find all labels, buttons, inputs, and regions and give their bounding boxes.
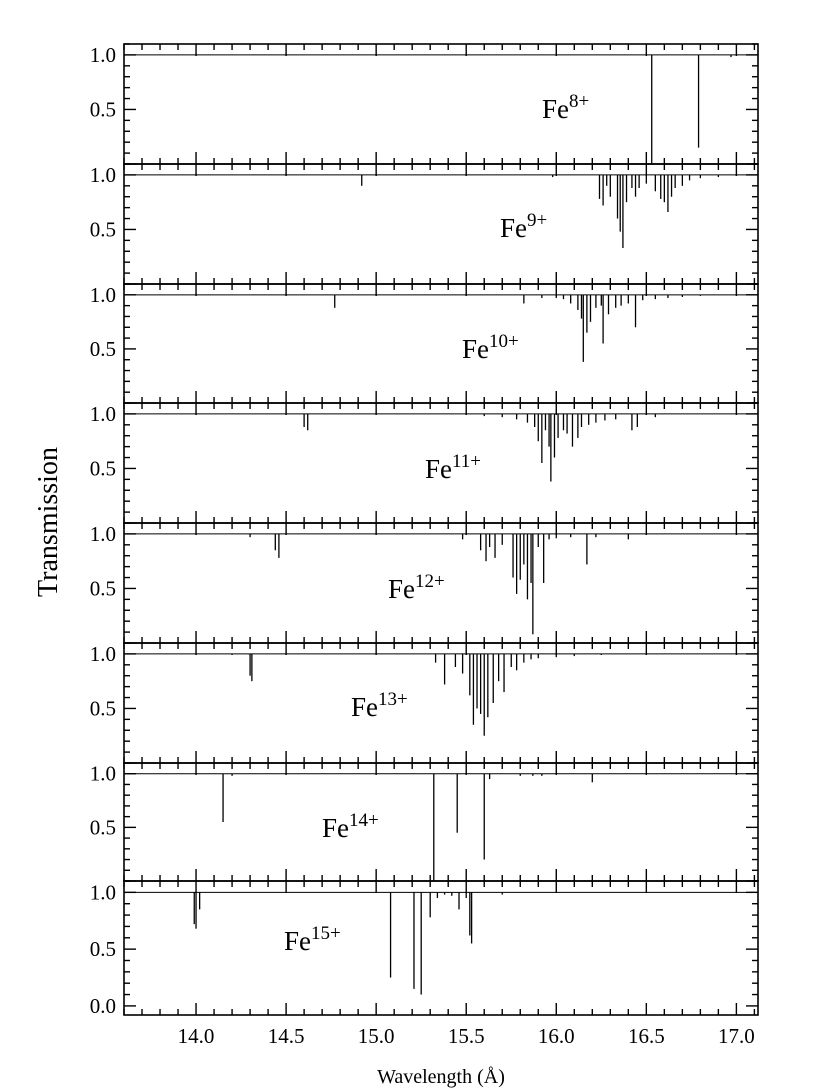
panel-7: 1.0 0.5 0.0 Fe15+ (90, 880, 759, 1018)
y-tick-label: 1.0 (90, 762, 116, 786)
ion-label: Fe13+ (351, 689, 408, 722)
panel-2: 1.0 0.5 Fe10+ (90, 283, 759, 404)
y-tick-label: 1.0 (90, 283, 116, 307)
panel-1: 1.0 0.5 Fe9+ (90, 163, 759, 285)
ion-charge: 12+ (415, 571, 445, 592)
y-tick-label: 0.5 (90, 97, 116, 121)
y-tick-label: 1.0 (90, 522, 116, 546)
ion-element: Fe (351, 692, 378, 722)
ion-label: Fe11+ (425, 451, 481, 484)
y-tick-label: 1.0 (90, 402, 116, 426)
ion-charge: 8+ (569, 91, 589, 112)
x-tick-label: 15.0 (358, 1024, 395, 1048)
ion-charge: 11+ (452, 451, 481, 472)
y-tick-label: 0.5 (90, 696, 116, 720)
x-tick-label: 15.5 (448, 1024, 485, 1048)
x-tick-label: 16.5 (628, 1024, 665, 1048)
x-tick-label: 14.0 (178, 1024, 215, 1048)
ion-element: Fe (322, 813, 349, 843)
ion-label: Fe9+ (500, 210, 547, 243)
ion-charge: 13+ (378, 689, 408, 710)
panel-6: 1.0 0.5 Fe14+ (90, 762, 759, 882)
panel-4: 1.0 0.5 Fe12+ (90, 522, 759, 644)
x-tick-label: 14.5 (268, 1024, 305, 1048)
ion-label: Fe14+ (322, 810, 379, 843)
ion-element: Fe (425, 454, 452, 484)
panels-group: 1.00.5 Fe8+1.00.5 Fe9+1.00.5 Fe10+1.00.5 Fe1… (90, 43, 759, 1048)
y-tick-label: 1.0 (90, 880, 116, 904)
panel-frame (123, 880, 759, 1016)
ion-label: Fe15+ (284, 923, 341, 956)
ion-element: Fe (542, 94, 569, 124)
y-tick-label: 0.0 (90, 994, 116, 1018)
y-tick-label: 0.5 (90, 937, 116, 961)
ion-label: Fe8+ (542, 91, 589, 124)
ion-element: Fe (500, 213, 527, 243)
ion-label: Fe10+ (462, 331, 519, 364)
ion-element: Fe (462, 334, 489, 364)
ion-label: Fe12+ (388, 571, 445, 604)
ion-charge: 9+ (527, 210, 547, 231)
y-axis-label: Transmission (33, 447, 64, 597)
x-axis-label: Wavelength (Å) (377, 1066, 505, 1088)
y-tick-label: 0.5 (90, 337, 116, 361)
y-tick-label: 0.5 (90, 815, 116, 839)
y-tick-label: 0.5 (90, 217, 116, 241)
y-tick-label: 1.0 (90, 163, 116, 187)
ion-charge: 14+ (349, 810, 379, 831)
y-tick-label: 0.5 (90, 576, 116, 600)
x-tick-label: 17.0 (718, 1024, 755, 1048)
y-tick-label: 1.0 (90, 43, 116, 67)
y-tick-label: 0.5 (90, 456, 116, 480)
ion-element: Fe (388, 574, 415, 604)
x-tick-label: 16.0 (538, 1024, 575, 1048)
ion-element: Fe (284, 926, 311, 956)
ion-charge: 15+ (311, 923, 341, 944)
ion-charge: 10+ (489, 331, 519, 352)
y-tick-label: 1.0 (90, 642, 116, 666)
